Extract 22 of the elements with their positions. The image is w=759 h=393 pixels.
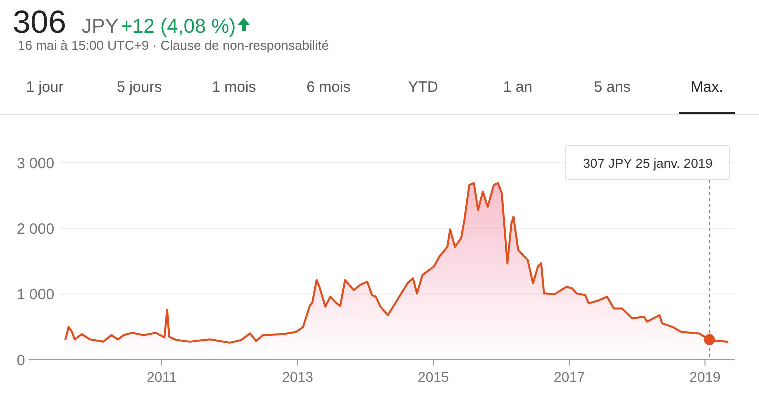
chart-subtitle: 16 mai à 15:00 UTC+9 · Clause de non-responsabilité	[18, 38, 330, 53]
x-tick-label: 2019	[690, 369, 722, 385]
x-tick-label: 2015	[418, 369, 450, 385]
annotation: 307 JPY 25 janv. 2019	[583, 156, 713, 171]
text: 5 jours	[117, 79, 162, 96]
chart-title: 306	[13, 4, 66, 40]
y-tick-label: 3 000	[17, 155, 55, 172]
text: +12 (4,08 %)	[121, 16, 236, 38]
text: JPY	[82, 16, 119, 38]
y-tick-label: 0	[17, 352, 26, 370]
text: 1 jour	[26, 79, 64, 96]
y-tick-label: 1 000	[17, 286, 55, 304]
text: Max.	[690, 79, 724, 96]
text: 1 mois	[212, 79, 256, 96]
x-tick-label: 2013	[282, 369, 314, 385]
x-tick-label: 2017	[554, 369, 586, 385]
y-tick-label: 2 000	[17, 220, 55, 238]
text: 1 an	[503, 79, 533, 96]
x-tick-label: 2011	[146, 369, 178, 385]
text: YTD	[408, 79, 439, 96]
text: 5 ans	[594, 79, 631, 96]
text: 6 mois	[306, 79, 351, 96]
